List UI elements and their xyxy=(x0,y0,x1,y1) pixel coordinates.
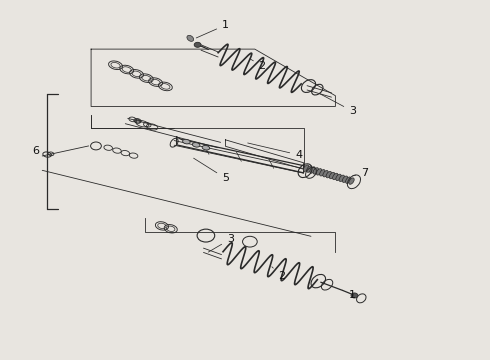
Ellipse shape xyxy=(194,42,201,47)
Ellipse shape xyxy=(202,145,210,150)
Ellipse shape xyxy=(317,168,322,175)
Text: 5: 5 xyxy=(194,158,229,183)
Text: 2: 2 xyxy=(272,267,285,281)
Ellipse shape xyxy=(343,176,348,183)
Ellipse shape xyxy=(351,293,358,298)
Ellipse shape xyxy=(183,139,190,144)
Text: 1: 1 xyxy=(196,20,229,38)
Ellipse shape xyxy=(329,172,335,179)
Ellipse shape xyxy=(333,173,338,180)
Ellipse shape xyxy=(193,143,200,147)
Ellipse shape xyxy=(345,177,351,183)
Ellipse shape xyxy=(310,167,315,173)
Ellipse shape xyxy=(339,175,344,181)
Text: 2: 2 xyxy=(250,59,266,71)
Text: 6: 6 xyxy=(32,146,39,156)
Ellipse shape xyxy=(319,170,325,176)
Text: 1: 1 xyxy=(349,291,356,301)
Text: 3: 3 xyxy=(208,234,234,252)
Ellipse shape xyxy=(336,174,341,181)
Ellipse shape xyxy=(313,168,318,174)
Ellipse shape xyxy=(187,35,194,41)
Text: 7: 7 xyxy=(353,168,368,178)
Ellipse shape xyxy=(323,171,328,177)
Ellipse shape xyxy=(326,171,331,178)
Text: 4: 4 xyxy=(248,143,302,160)
Text: 3: 3 xyxy=(319,94,356,116)
Ellipse shape xyxy=(303,165,309,171)
Ellipse shape xyxy=(307,166,312,172)
Ellipse shape xyxy=(349,178,354,184)
